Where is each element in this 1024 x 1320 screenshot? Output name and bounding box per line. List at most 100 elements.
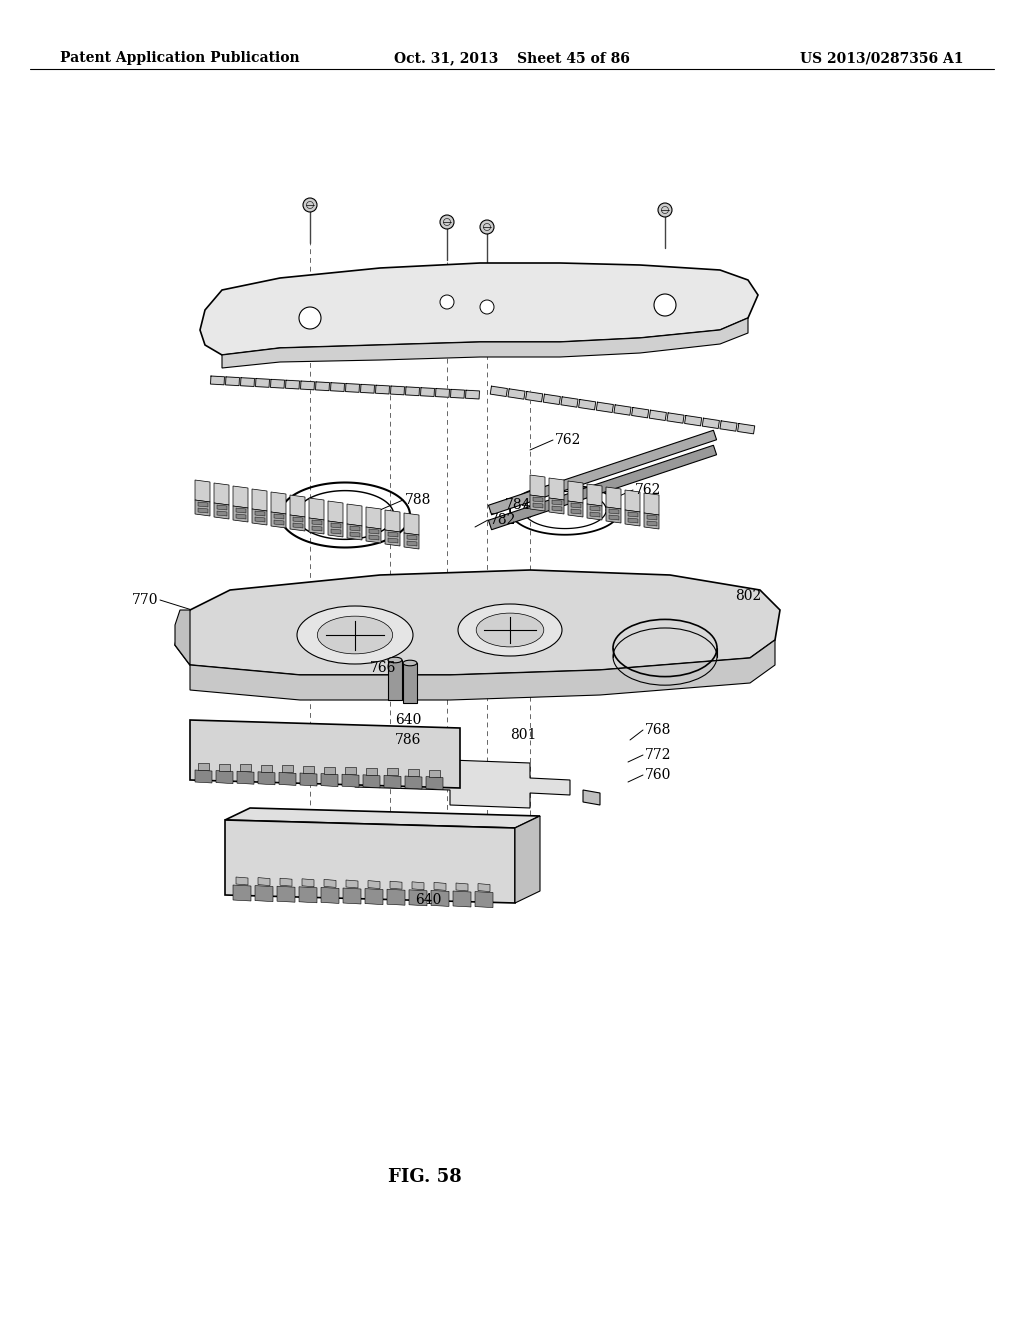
Polygon shape [488,445,717,529]
Polygon shape [406,776,422,789]
Text: 802: 802 [735,589,761,603]
Text: Oct. 31, 2013  Sheet 45 of 86: Oct. 31, 2013 Sheet 45 of 86 [394,51,630,65]
Circle shape [440,215,454,228]
Text: 640: 640 [395,713,421,727]
Polygon shape [390,385,404,395]
Polygon shape [175,570,780,675]
Polygon shape [385,531,400,546]
Polygon shape [347,504,362,525]
Polygon shape [644,492,659,515]
Polygon shape [587,504,602,520]
Polygon shape [216,771,233,784]
Polygon shape [649,411,667,421]
Polygon shape [233,506,248,521]
Polygon shape [549,498,564,513]
Polygon shape [508,389,525,399]
Polygon shape [236,508,246,513]
Polygon shape [369,529,379,535]
Polygon shape [312,520,322,525]
Polygon shape [435,388,450,397]
Polygon shape [490,387,507,396]
Ellipse shape [458,605,562,656]
Polygon shape [328,521,343,537]
Polygon shape [290,495,305,517]
Polygon shape [200,263,758,355]
Polygon shape [315,381,330,391]
Polygon shape [365,888,383,904]
Polygon shape [552,506,562,511]
Polygon shape [240,764,251,771]
Polygon shape [342,775,359,787]
Circle shape [299,308,321,329]
Polygon shape [434,882,446,891]
Text: Patent Application Publication: Patent Application Publication [60,51,300,65]
Polygon shape [388,532,398,537]
Text: 788: 788 [406,492,431,507]
Polygon shape [270,379,285,388]
Polygon shape [233,884,251,902]
Polygon shape [385,510,400,532]
Polygon shape [217,511,227,516]
Bar [403,663,417,704]
Polygon shape [552,500,562,506]
Polygon shape [222,318,748,368]
Polygon shape [571,510,581,513]
Text: 640: 640 [415,894,441,907]
Polygon shape [453,891,471,907]
Text: 768: 768 [645,723,672,737]
Polygon shape [431,891,449,907]
Polygon shape [195,480,210,502]
Polygon shape [366,507,381,529]
Polygon shape [647,515,657,520]
Polygon shape [549,478,564,500]
Polygon shape [343,888,361,904]
Polygon shape [286,380,299,389]
Polygon shape [300,774,317,785]
Polygon shape [345,384,359,392]
Polygon shape [225,378,240,385]
Polygon shape [198,508,208,513]
Polygon shape [720,421,737,432]
Polygon shape [190,719,460,788]
Polygon shape [408,770,419,776]
Polygon shape [466,391,479,399]
Text: 770: 770 [131,593,158,607]
Polygon shape [515,816,540,903]
Polygon shape [300,381,314,389]
Polygon shape [583,789,600,805]
Polygon shape [632,408,649,418]
Ellipse shape [297,606,413,664]
Text: 801: 801 [510,729,537,742]
Polygon shape [606,507,621,523]
Polygon shape [236,876,248,884]
Polygon shape [625,510,640,525]
Polygon shape [198,763,209,770]
Polygon shape [321,887,339,903]
Polygon shape [237,771,254,784]
Polygon shape [195,500,210,516]
Polygon shape [331,523,341,528]
Polygon shape [390,882,402,890]
Polygon shape [387,768,398,775]
Polygon shape [614,405,631,416]
Polygon shape [376,385,389,393]
Circle shape [480,300,494,314]
Polygon shape [175,610,190,665]
Text: 772: 772 [645,748,672,762]
Polygon shape [328,502,343,523]
Polygon shape [647,521,657,525]
Polygon shape [488,430,717,515]
Polygon shape [324,767,335,774]
Polygon shape [407,535,417,540]
Text: 762: 762 [635,483,662,498]
Polygon shape [214,503,229,519]
Polygon shape [606,487,621,510]
Polygon shape [241,378,255,387]
Polygon shape [198,502,208,507]
Polygon shape [628,517,638,523]
Polygon shape [214,483,229,506]
Polygon shape [195,770,212,783]
Bar [388,660,402,700]
Polygon shape [609,510,618,513]
Polygon shape [702,418,720,429]
